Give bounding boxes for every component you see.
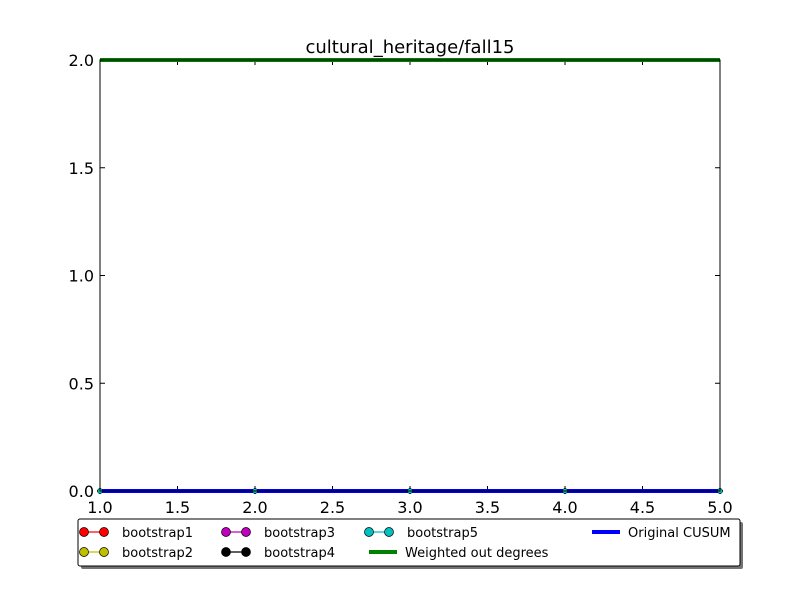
legend-marker-bootstrap1 — [79, 527, 89, 537]
legend-marker-bootstrap2 — [99, 547, 109, 557]
x-tick-label: 5.0 — [707, 498, 732, 517]
x-tick-label: 1.0 — [87, 498, 112, 517]
legend-label-bootstrap3: bootstrap3 — [264, 526, 335, 541]
x-tick-label: 1.5 — [165, 498, 190, 517]
x-tick-label: 2.0 — [242, 498, 267, 517]
legend-label-bootstrap2: bootstrap2 — [122, 546, 193, 561]
axes-frame — [99, 59, 721, 492]
legend-marker-bootstrap1 — [99, 527, 109, 537]
legend-marker-bootstrap5 — [364, 527, 374, 537]
legend: bootstrap1 bootstrap2 bootstrap3 bootstrap4… — [77, 518, 743, 569]
legend-marker-bootstrap3 — [241, 527, 251, 537]
x-tick-label: 4.5 — [630, 498, 655, 517]
plot-area: 1.0 1.5 2.0 2.5 3.0 3.5 4.0 4.5 5.0 0.0 0.5 1.0 1.5 2… — [69, 51, 733, 517]
x-tick-label: 3.0 — [397, 498, 422, 517]
x-tick-label: 2.5 — [320, 498, 345, 517]
legend-marker-bootstrap2 — [79, 547, 89, 557]
legend-marker-bootstrap4 — [221, 547, 231, 557]
x-tick-label: 4.0 — [552, 498, 577, 517]
legend-label-bootstrap5: bootstrap5 — [407, 526, 478, 541]
y-tick-label: 2.0 — [69, 51, 94, 70]
y-tick-label: 1.5 — [69, 159, 94, 178]
y-tick-label: 0.0 — [69, 482, 94, 501]
legend-marker-bootstrap4 — [241, 547, 251, 557]
chart-title: cultural_heritage/fall15 — [305, 37, 514, 58]
legend-label-original-cusum: Original CUSUM — [628, 526, 731, 541]
y-tick-label: 0.5 — [69, 374, 94, 393]
legend-marker-bootstrap5 — [384, 527, 394, 537]
y-tick-label: 1.0 — [69, 267, 94, 286]
legend-label-weighted-out-degrees: Weighted out degrees — [405, 546, 549, 561]
legend-label-bootstrap4: bootstrap4 — [264, 546, 335, 561]
legend-label-bootstrap1: bootstrap1 — [122, 526, 193, 541]
legend-marker-bootstrap3 — [221, 527, 231, 537]
plot-background — [100, 60, 720, 491]
x-tick-label: 3.5 — [475, 498, 500, 517]
